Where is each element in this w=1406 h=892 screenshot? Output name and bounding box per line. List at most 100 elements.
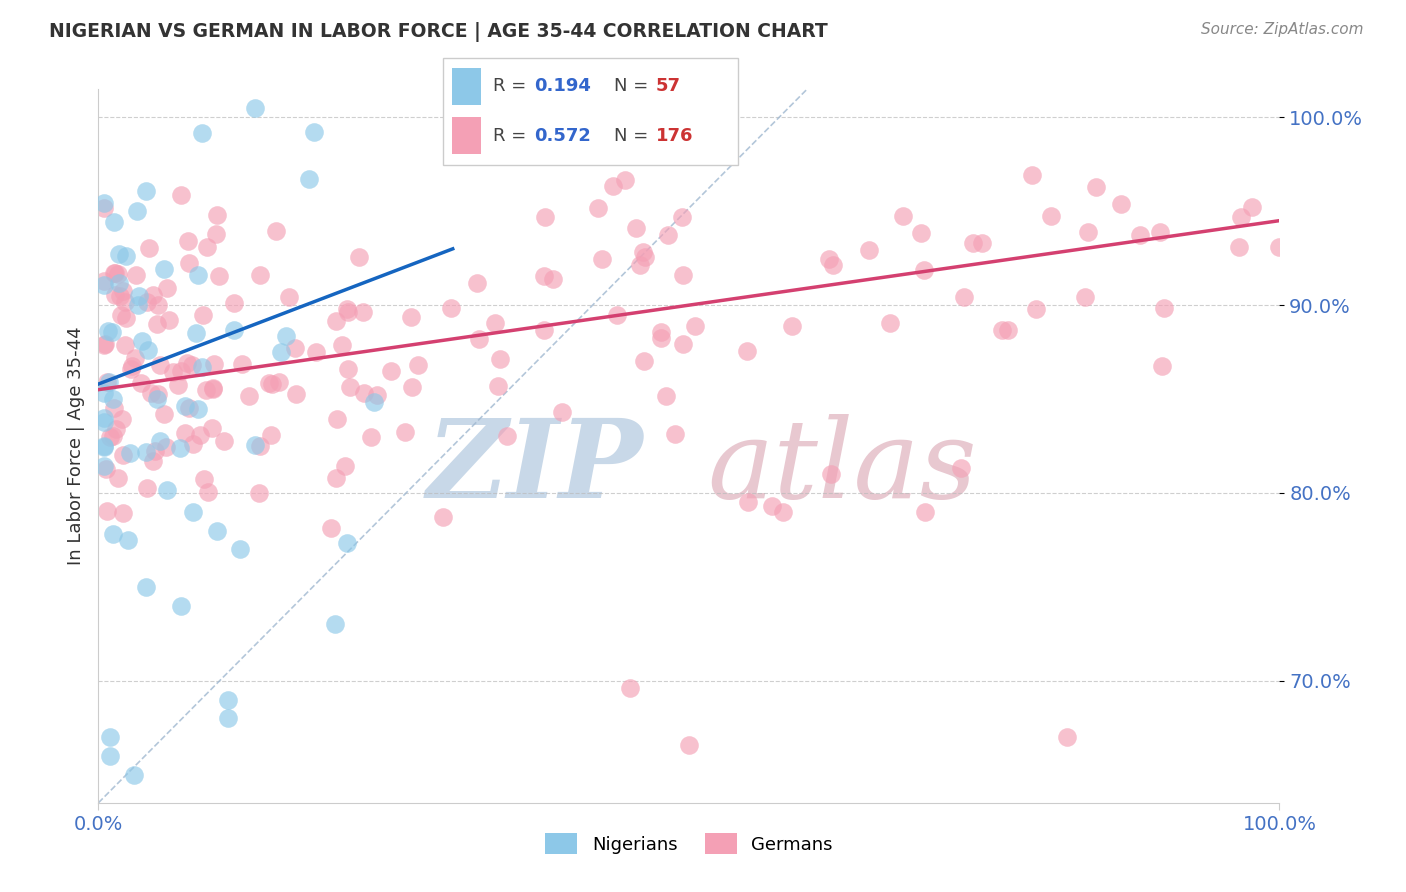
- Point: [678, 738, 700, 752]
- Point: [117, 533, 139, 547]
- Legend: Nigerians, Germans: Nigerians, Germans: [537, 826, 841, 862]
- Point: [591, 252, 613, 266]
- Point: [325, 412, 347, 426]
- Point: [222, 323, 245, 337]
- Point: [181, 505, 204, 519]
- Text: NIGERIAN VS GERMAN IN LABOR FORCE | AGE 35-44 CORRELATION CHART: NIGERIAN VS GERMAN IN LABOR FORCE | AGE …: [49, 22, 828, 42]
- Point: [284, 342, 307, 356]
- Point: [170, 364, 193, 378]
- Point: [188, 428, 211, 442]
- Point: [135, 444, 157, 458]
- Point: [170, 599, 193, 613]
- Point: [1150, 359, 1173, 373]
- FancyBboxPatch shape: [451, 117, 481, 154]
- Point: [217, 711, 239, 725]
- Point: [468, 332, 491, 346]
- Point: [339, 380, 361, 394]
- Point: [432, 509, 454, 524]
- Point: [104, 266, 127, 280]
- Point: [336, 305, 359, 319]
- Point: [93, 337, 115, 351]
- Point: [333, 459, 356, 474]
- Point: [486, 378, 509, 392]
- Point: [914, 505, 936, 519]
- Point: [534, 210, 557, 224]
- Point: [202, 382, 225, 396]
- Point: [551, 405, 574, 419]
- Point: [153, 262, 176, 277]
- Point: [180, 358, 202, 372]
- Text: N =: N =: [614, 78, 654, 95]
- Point: [112, 449, 135, 463]
- Text: 176: 176: [655, 127, 693, 145]
- Point: [633, 250, 655, 264]
- Point: [217, 692, 239, 706]
- Point: [170, 187, 193, 202]
- Point: [108, 247, 131, 261]
- Point: [105, 422, 128, 436]
- Text: 0.194: 0.194: [534, 78, 592, 95]
- Point: [157, 313, 180, 327]
- Point: [136, 343, 159, 358]
- Point: [247, 486, 270, 500]
- Point: [135, 482, 157, 496]
- Text: 0.572: 0.572: [534, 127, 592, 145]
- Point: [683, 132, 706, 146]
- Point: [179, 255, 201, 269]
- Text: R =: R =: [494, 78, 531, 95]
- Point: [98, 376, 121, 390]
- Point: [135, 580, 157, 594]
- Point: [153, 408, 176, 422]
- Point: [353, 386, 375, 401]
- Point: [176, 234, 198, 248]
- Point: [148, 298, 170, 312]
- Point: [671, 210, 693, 224]
- Point: [103, 267, 125, 281]
- Point: [772, 505, 794, 519]
- Point: [143, 443, 166, 458]
- Point: [162, 365, 184, 379]
- Point: [1021, 168, 1043, 182]
- Point: [259, 376, 281, 390]
- Point: [184, 326, 207, 340]
- Point: [135, 184, 157, 198]
- Point: [93, 196, 115, 211]
- Point: [991, 323, 1014, 337]
- Point: [205, 227, 228, 241]
- Point: [264, 224, 287, 238]
- Point: [1268, 239, 1291, 253]
- Point: [330, 338, 353, 352]
- Point: [181, 437, 204, 451]
- Point: [96, 375, 118, 389]
- Point: [325, 314, 347, 328]
- Point: [93, 415, 115, 429]
- Point: [108, 276, 131, 290]
- Point: [352, 305, 374, 319]
- Point: [111, 411, 134, 425]
- Text: ZIP: ZIP: [427, 414, 644, 521]
- FancyBboxPatch shape: [451, 68, 481, 105]
- Point: [98, 430, 121, 444]
- Point: [155, 440, 177, 454]
- Point: [363, 394, 385, 409]
- Point: [243, 438, 266, 452]
- Point: [262, 376, 284, 391]
- Point: [633, 353, 655, 368]
- Point: [823, 258, 845, 272]
- Point: [893, 209, 915, 223]
- Point: [205, 208, 228, 222]
- Text: 57: 57: [655, 78, 681, 95]
- Point: [380, 364, 402, 378]
- Point: [212, 434, 235, 448]
- Point: [394, 425, 416, 440]
- Point: [278, 290, 301, 304]
- Point: [115, 249, 138, 263]
- Point: [588, 201, 610, 215]
- Point: [129, 376, 152, 390]
- Point: [93, 385, 115, 400]
- Point: [194, 383, 217, 397]
- Point: [541, 272, 564, 286]
- Point: [285, 387, 308, 401]
- Point: [650, 326, 672, 340]
- Point: [125, 268, 148, 283]
